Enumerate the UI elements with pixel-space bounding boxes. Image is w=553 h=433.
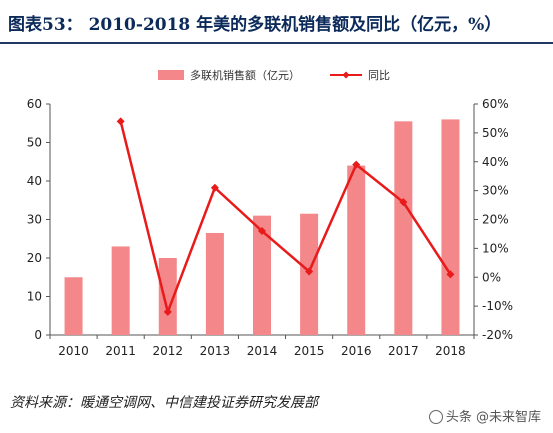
figure-header: 图表53： 2010-2018 年美的多联机销售额及同比（亿元，%） <box>0 0 553 44</box>
y-right-tick-label: 10% <box>482 241 509 255</box>
x-tick-label: 2017 <box>388 344 419 358</box>
yoy-point <box>399 198 408 207</box>
bar <box>347 165 366 335</box>
bar <box>441 119 460 336</box>
watermark-text: 头条 @未来智库 <box>445 410 541 425</box>
yoy-point <box>446 270 455 279</box>
legend-marker-yoy <box>342 71 350 79</box>
bar <box>205 232 224 335</box>
yoy-point <box>352 160 361 169</box>
y-right-tick-label: 20% <box>482 213 509 227</box>
bar <box>394 121 413 335</box>
yoy-line <box>119 121 452 314</box>
source-note: 资料来源：暖通空调网、中信建投证券研究发展部 <box>10 395 318 411</box>
bar <box>253 215 271 335</box>
yoy-point <box>305 267 314 276</box>
yoy-point <box>258 227 266 236</box>
x-tick-label: 2014 <box>247 344 278 358</box>
y-left-tick-label: 40 <box>27 174 42 188</box>
y-right-tick-label: 40% <box>482 155 509 169</box>
bar <box>64 277 83 335</box>
chart: 多联机销售额（亿元） 同比 0 10 20 30 40 50 60 -20% -10% 0% 10% 20… <box>27 68 513 358</box>
y-left-tick-label: 60 <box>27 97 42 111</box>
y-right-tick-label: 30% <box>482 184 509 198</box>
y-right-tick-label: -10% <box>482 299 513 313</box>
y-left-tick-label: 20 <box>27 251 42 265</box>
yoy-point <box>116 117 125 126</box>
legend-label-bars: 多联机销售额（亿元） <box>190 68 300 82</box>
bar <box>158 258 177 335</box>
y-left-tick-label: 50 <box>27 136 42 150</box>
bar <box>111 246 130 335</box>
figure-title: 图表53： 2010-2018 年美的多联机销售额及同比（亿元，%） <box>8 15 502 35</box>
legend-swatch-bars <box>158 70 184 80</box>
y-left-tick-label: 10 <box>27 290 42 304</box>
y-left-tick-label: 30 <box>27 213 42 227</box>
x-tick-label: 2013 <box>200 344 231 358</box>
y-right-tick-label: 50% <box>482 126 509 140</box>
watermark-icon <box>428 410 443 424</box>
yoy-point <box>210 183 219 192</box>
y-right-tick-label: 60% <box>482 97 509 111</box>
x-tick-label: 2016 <box>341 344 372 358</box>
y-left-tick-label: 0 <box>34 328 42 342</box>
x-tick-label: 2012 <box>153 344 184 358</box>
x-tick-label: 2011 <box>105 344 136 358</box>
legend-label-yoy: 同比 <box>368 69 390 82</box>
x-tick-label: 2010 <box>58 344 89 358</box>
y-right-tick-label: -20% <box>482 328 513 342</box>
yoy-point <box>163 307 172 316</box>
y-right-tick-label: 0% <box>482 270 501 284</box>
watermark: 头条 @未来智库 <box>428 406 541 425</box>
x-tick-label: 2015 <box>294 344 325 358</box>
x-tick-label: 2018 <box>435 344 466 358</box>
